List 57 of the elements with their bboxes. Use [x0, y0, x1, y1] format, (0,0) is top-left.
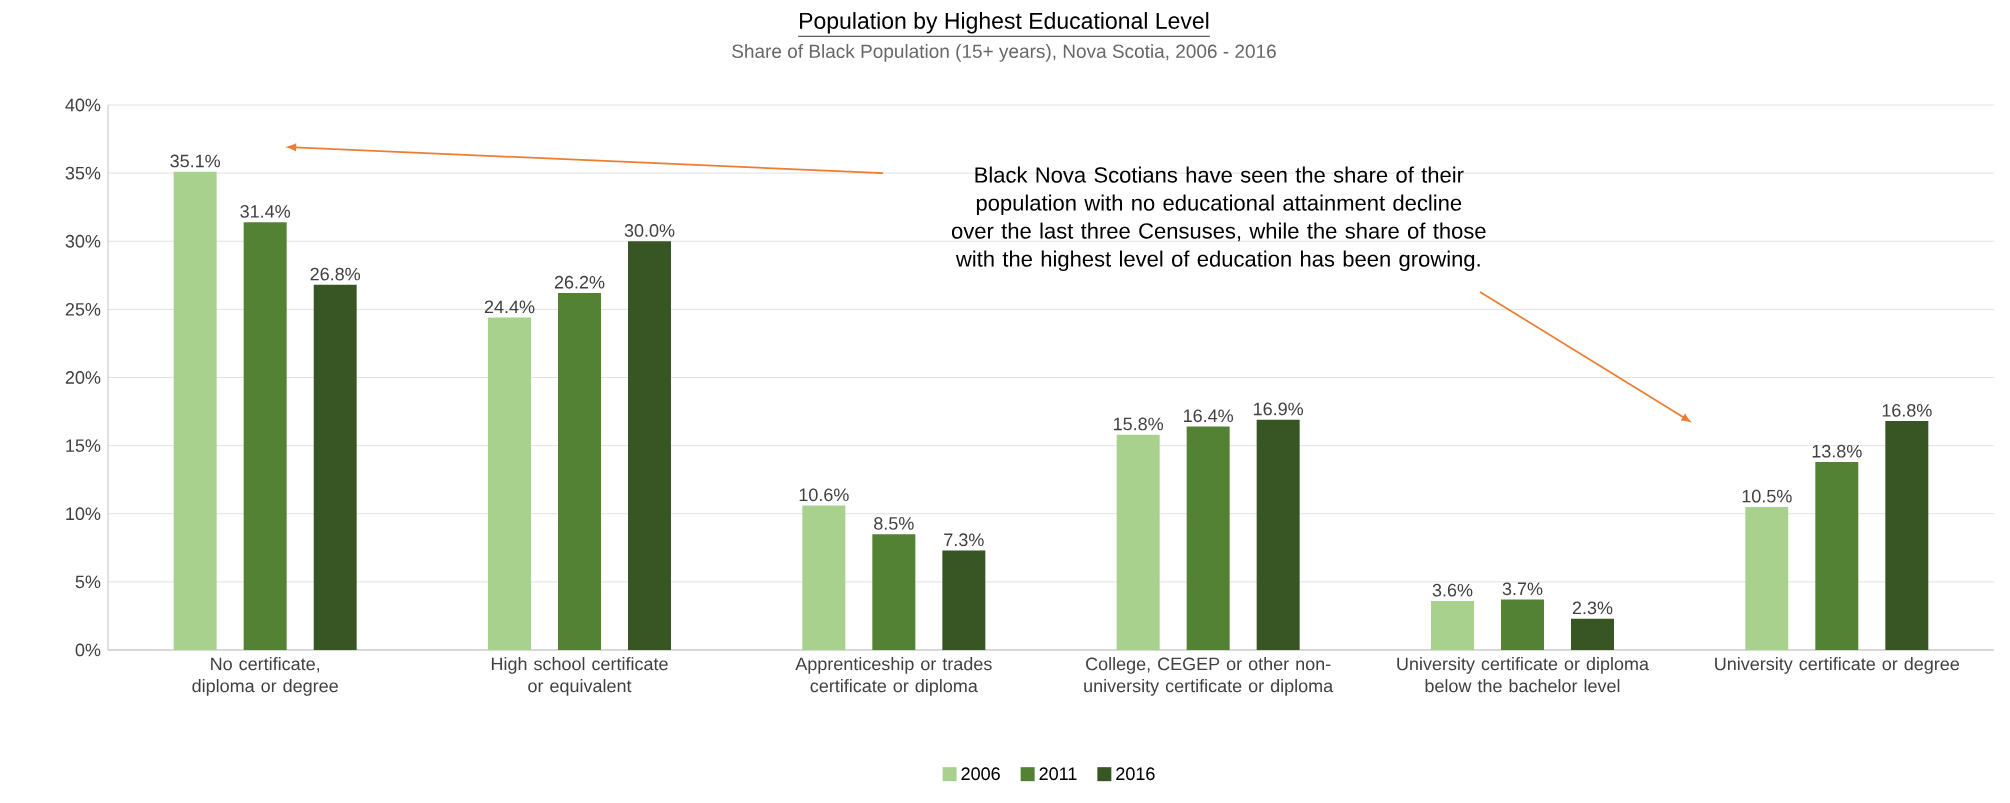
legend-label: 2011 [1039, 767, 1077, 781]
y-tick-label: 5% [75, 575, 101, 589]
data-label: 13.8% [1812, 444, 1862, 458]
bar [1745, 506, 1789, 650]
bar [628, 241, 672, 650]
x-tick-label: No certificate, diploma or degree [192, 657, 338, 696]
x-tick-label: University certificate or diploma below the bachelor level [1397, 657, 1649, 693]
data-label: 8.5% [874, 517, 914, 530]
data-label: 10.5% [1742, 489, 1792, 503]
y-tick-label: 15% [66, 439, 101, 452]
legend-label: 2016 [1116, 767, 1155, 781]
data-label: 2.3% [1572, 601, 1613, 615]
bar [243, 222, 287, 650]
x-tick-label: University certificate or degree [1715, 657, 1960, 674]
bar [1885, 421, 1929, 650]
data-label: 30.0% [624, 224, 675, 237]
bar [1570, 618, 1614, 650]
bar [872, 534, 916, 650]
bar [173, 171, 217, 650]
bar [1500, 599, 1544, 650]
bar [1256, 419, 1300, 650]
y-tick-label: 30% [65, 234, 101, 248]
bar [558, 293, 602, 650]
x-tick-label: High school certificate or equivalent [491, 657, 668, 696]
data-label: 26.2% [554, 275, 605, 289]
y-tick-label: 40% [65, 98, 101, 112]
y-tick-label: 0% [75, 643, 101, 657]
data-label: 16.9% [1254, 402, 1304, 416]
data-label: 24.4% [484, 300, 535, 314]
data-label: 10.6% [799, 488, 849, 502]
bar [1186, 426, 1230, 650]
data-label: 31.4% [240, 205, 291, 218]
annotation: Black Nova Scotians have seen the share of their population with no educational attainment decline over the last three Censuses, while the share of those with the highest level of education has been growing. [951, 166, 1486, 272]
y-tick-label: 20% [65, 371, 101, 384]
data-label: 15.8% [1114, 417, 1164, 431]
data-label: 7.3% [944, 533, 984, 547]
legend-label: 2006 [961, 767, 1000, 781]
chart-title: Population by Highest Educational Level [800, 12, 1209, 34]
bar [1116, 434, 1160, 650]
y-tick-label: 35% [65, 166, 101, 180]
data-label: 26.8% [310, 267, 361, 281]
bar [942, 550, 986, 650]
x-tick-label: College, CEGEP or other non-university certificate or diploma [1084, 657, 1334, 696]
data-label: 3.7% [1502, 582, 1543, 596]
bar [1815, 461, 1859, 650]
x-tick-label: Apprenticeship or trades certificate or diploma [795, 657, 992, 696]
y-tick-label: 10% [66, 507, 101, 521]
data-label: 35.1% [170, 154, 221, 168]
y-tick-label: 25% [65, 302, 101, 316]
data-label: 16.8% [1882, 403, 1932, 417]
data-label: 16.4% [1184, 409, 1234, 423]
bar [802, 505, 846, 650]
chart-subtitle: Share of Black Population (15+ years), Nova Scotia, 2006 - 2016 [732, 44, 1276, 62]
data-label: 3.6% [1432, 583, 1473, 597]
bar [488, 317, 531, 650]
bar [1430, 600, 1474, 650]
bar [313, 284, 357, 650]
